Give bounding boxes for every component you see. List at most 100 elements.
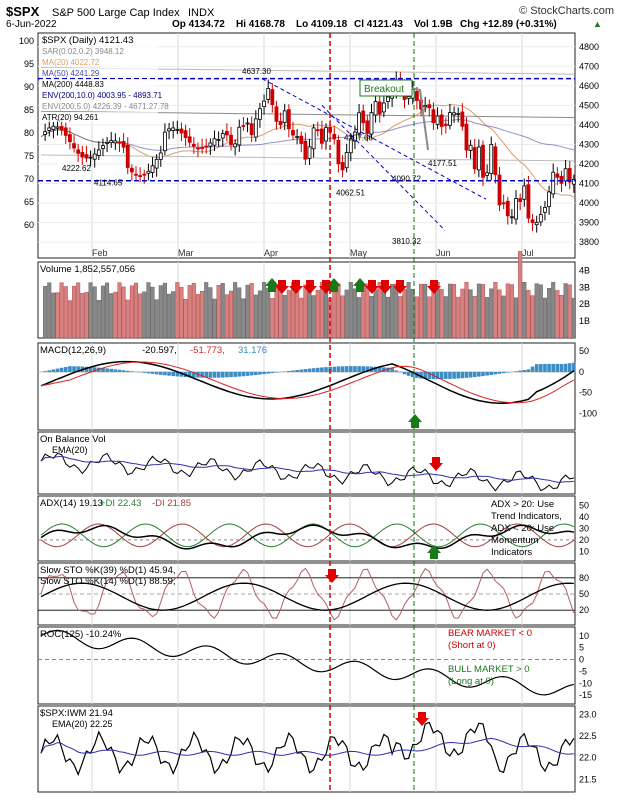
green-up-arrow-icon [427,545,441,559]
candle-body [72,143,76,149]
price-legend-item: ENV(200,10.0) 4003.95 - 4893.71 [42,91,163,100]
macd-histogram-bar [489,371,494,375]
candle-body [96,149,101,156]
volume-bar [480,284,485,339]
candle-body [526,184,531,219]
candle-body [158,152,163,160]
macd-histogram-bar [105,368,109,372]
macd-histogram-bar [390,368,394,372]
macd-histogram-bar [76,366,80,372]
atr-tick-label: 100 [19,36,34,46]
macd-histogram-bar [171,371,175,377]
volume-bar [394,283,399,339]
volume-bar [233,282,238,339]
macd-histogram-bar [406,371,411,376]
candle-body [464,123,469,151]
macd-histogram-bar [320,367,324,372]
macd-histogram-bar [233,371,237,377]
candle-body [563,168,568,182]
macd-histogram-bar [167,371,171,376]
candle-body [423,104,428,108]
volume-tick-label: 2B [579,299,590,309]
candle-body [43,131,48,135]
volume-bar [555,290,560,339]
month-label: Apr [264,248,278,258]
volume-bar [530,295,535,339]
candle-body [481,144,485,178]
candle-body [369,112,374,135]
bull-note: (Long at 0) [448,676,494,687]
volume-bar [563,283,568,339]
macd-histogram-bar [505,371,510,373]
volume-bar [357,297,362,339]
volume-bar [303,284,308,339]
red-down-arrow-icon [365,280,379,294]
candle-body [105,141,109,144]
sto-tick-label: 50 [579,589,589,599]
volume-bar [183,299,188,339]
red-down-arrow-icon [289,280,303,294]
ratio-tick-label: 23.0 [579,709,597,719]
legend-bg [40,68,158,78]
candle-body [501,202,506,205]
macd-histogram-bar [394,370,399,372]
minus-di-line [40,523,575,548]
macd-histogram-bar [43,371,47,372]
volume-bar [315,290,320,339]
adx-label: ADX(14) 19.13 [40,498,103,509]
macd-histogram-bar [427,371,432,379]
volume-bar [43,286,48,339]
candle-body [427,104,432,109]
macd-histogram-bar [287,371,291,372]
ratio-ema-line [40,737,574,756]
price-tick-label: 4400 [579,120,599,130]
candle-body [216,138,221,141]
candle-body [150,165,155,173]
volume-bar [67,300,72,339]
candle-body [530,219,535,224]
candle-body [510,216,514,219]
volume-bar [526,289,531,339]
candle-body [295,136,300,139]
atr-tick-label: 90 [24,82,34,92]
macd-histogram-bar [274,371,279,373]
volume-bar [419,283,424,339]
roc-tick-label: -15 [579,690,592,700]
volume-bar [509,284,514,339]
legend-bg [40,57,158,67]
volume-bar [299,297,304,339]
macd-histogram-bar [150,371,155,374]
volume-bar [348,282,353,339]
volume-bar [373,289,378,339]
price-legend-item: ATR(20) 94.261 [42,113,99,122]
price-tick-label: 3800 [579,237,599,247]
sto-fast-line [40,567,575,621]
adx-note: Trend Indicators, [491,511,562,522]
plus-di-label: +DI 22.43 [100,498,141,509]
candle-body [84,154,89,159]
volume-bar [125,299,130,339]
volume-bar [456,296,461,339]
breakout-pointer [411,87,429,151]
macd-histogram-bar [47,370,52,372]
candle-body [59,126,64,131]
macd-histogram-bar [121,370,126,372]
sto-label-2: Slow STO %K(14) %D(1) 88.59, [40,576,176,587]
legend-bg [40,79,158,89]
candle-body [460,111,465,127]
macd-line [40,360,575,404]
macd-histogram-bar [340,366,345,372]
volume-bar [406,282,411,339]
macd-histogram-bar [59,367,64,372]
macd-histogram-bar [534,364,539,372]
volume-bar [282,295,287,339]
candle-body [109,140,114,143]
volume-bar [47,282,52,339]
candle-body [493,146,498,175]
macd-histogram-bar [51,369,56,372]
volume-bar [431,289,436,339]
macd-histogram-bar [291,370,295,372]
price-tick-label: 4800 [579,42,599,52]
candle-body [538,214,543,223]
candle-body [443,123,448,126]
